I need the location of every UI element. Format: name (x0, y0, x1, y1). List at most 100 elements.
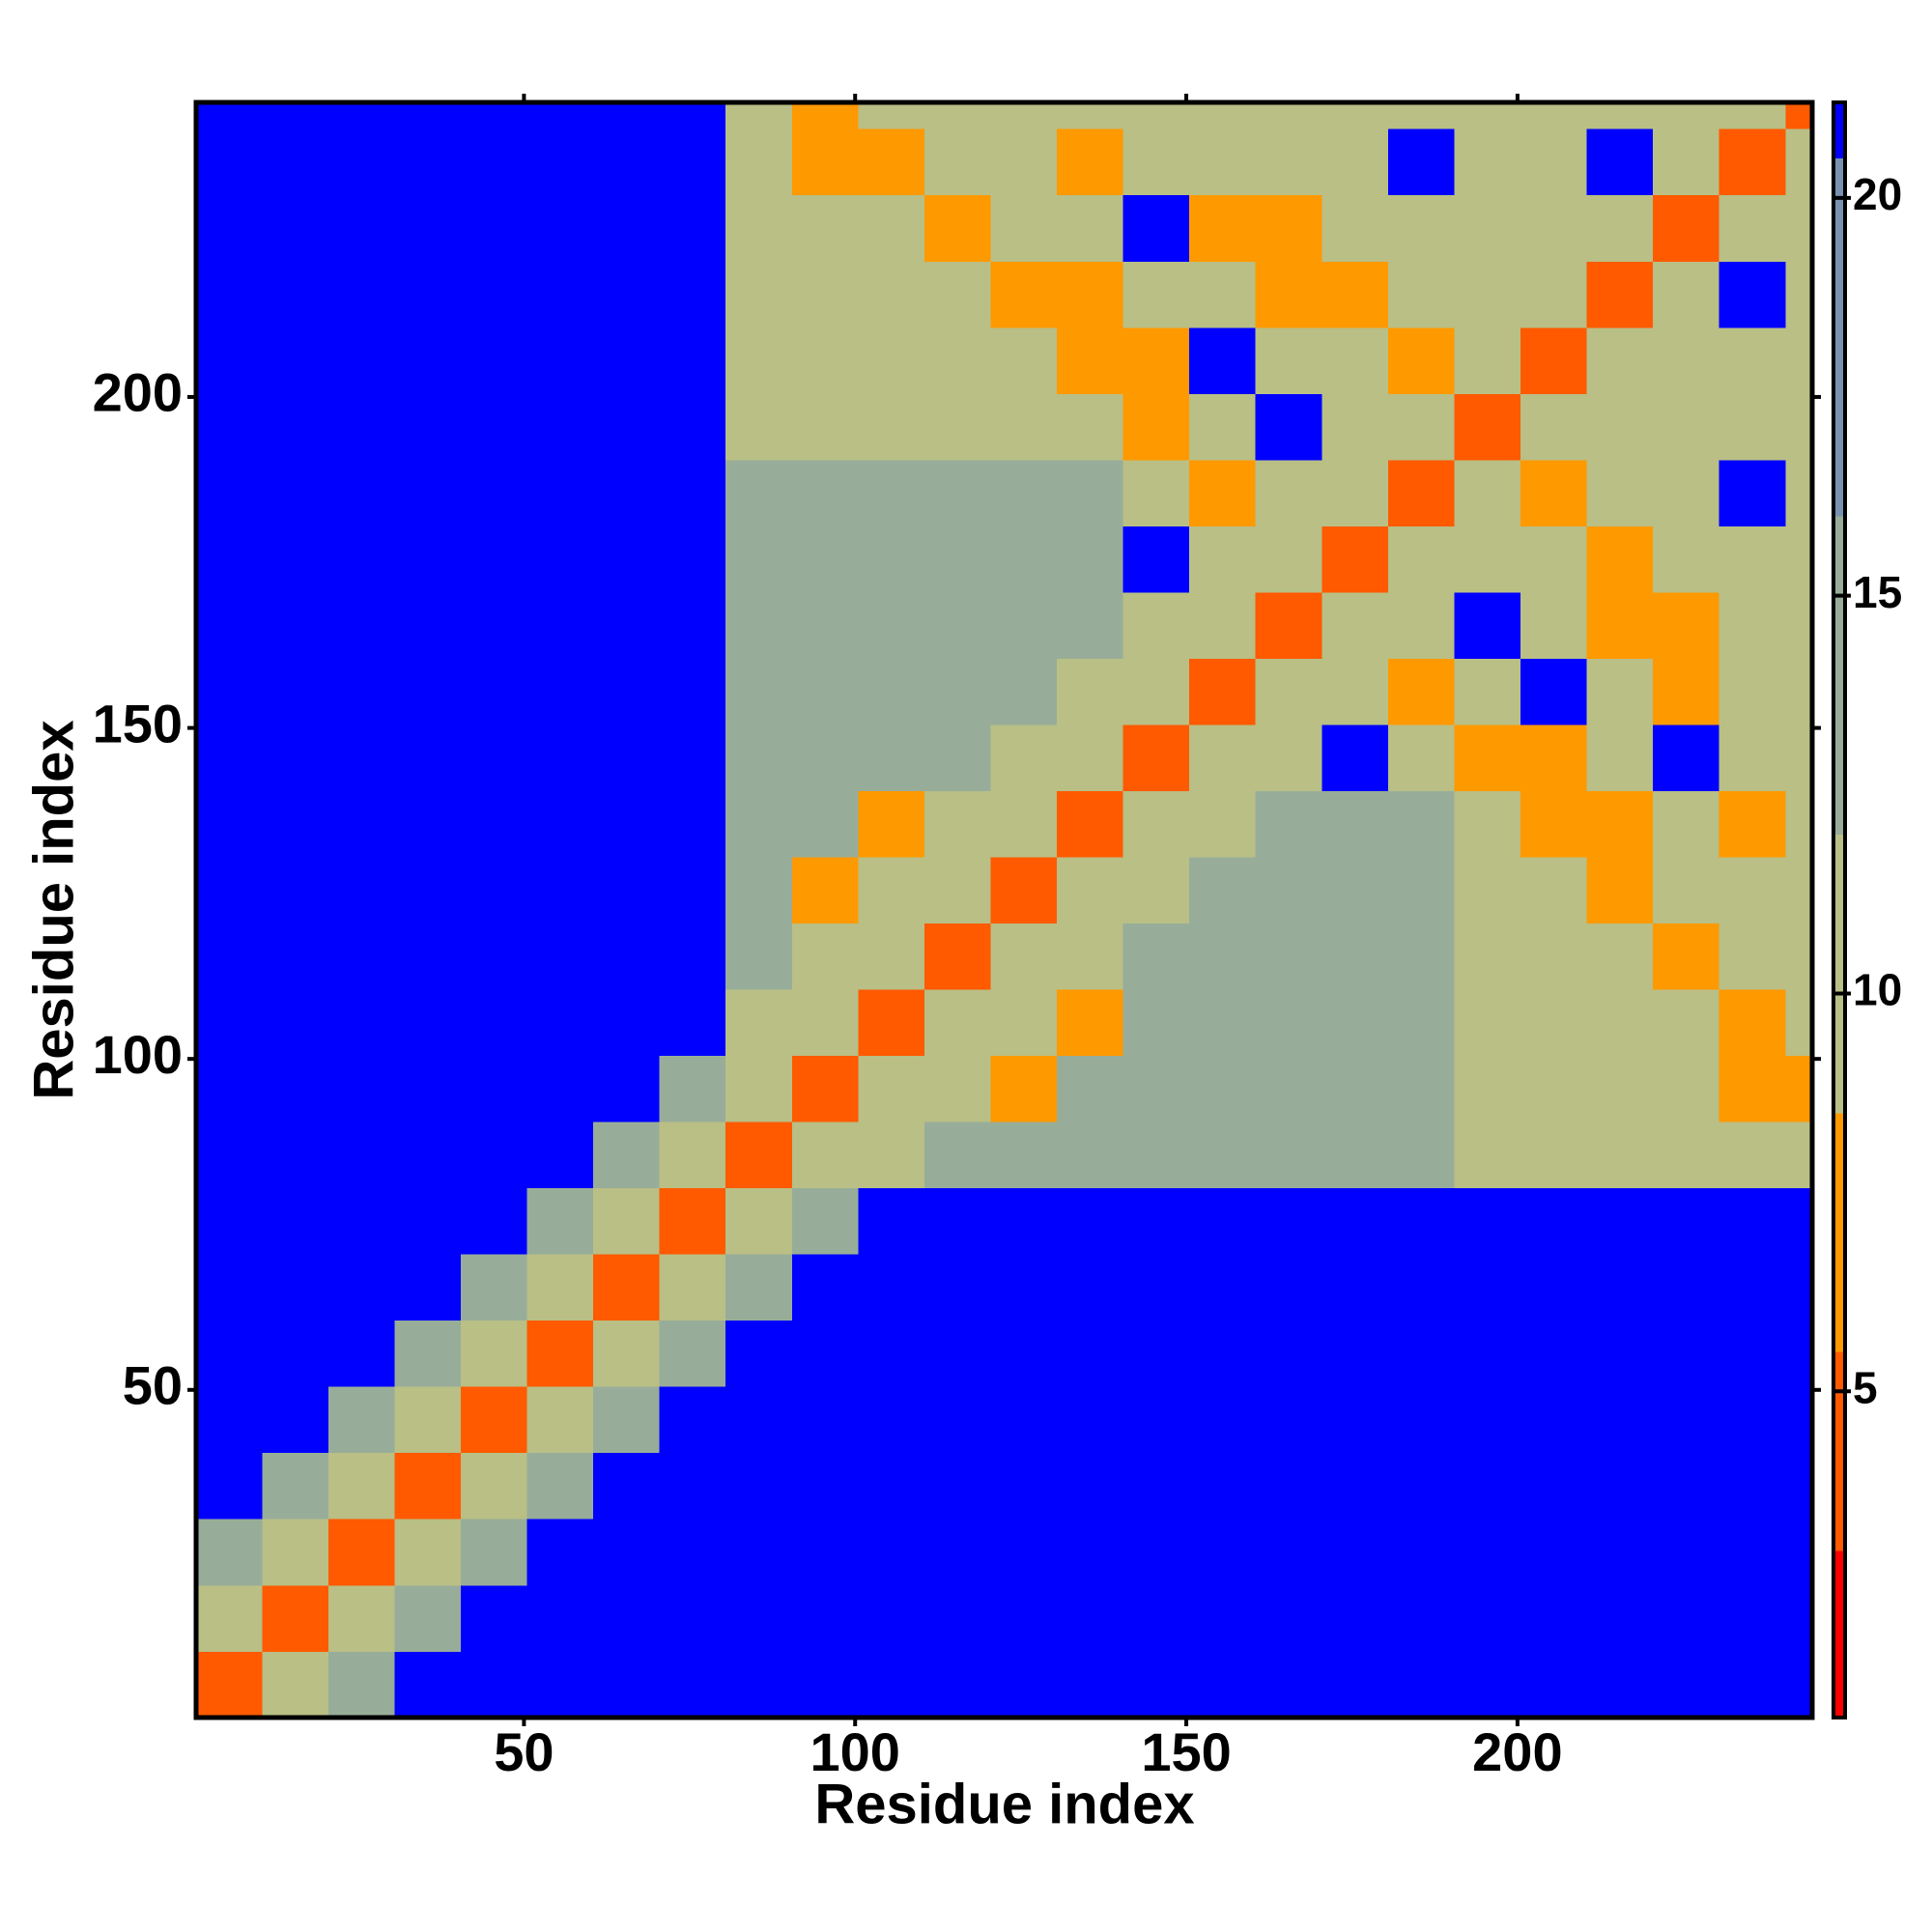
heatmap-cell (923, 724, 992, 791)
heatmap-cell (1057, 459, 1124, 526)
heatmap-cell (858, 1452, 925, 1520)
heatmap-cell (1189, 526, 1257, 593)
heatmap-cell (1387, 393, 1456, 461)
heatmap-cell (1785, 1320, 1813, 1387)
y-axis-title: Residue index (22, 720, 85, 1099)
heatmap-cell (990, 988, 1058, 1057)
heatmap-cell (1189, 327, 1257, 394)
heatmap-cell (1653, 923, 1720, 990)
heatmap-cell (195, 1584, 263, 1652)
heatmap-cell (1057, 1519, 1124, 1586)
heatmap-cell (1454, 101, 1521, 129)
heatmap-cell (1321, 1584, 1389, 1652)
heatmap-cell (858, 923, 925, 990)
heatmap-cell (1189, 393, 1257, 461)
heatmap-cell (990, 327, 1058, 394)
heatmap-cell (1520, 790, 1588, 858)
heatmap-cell (1387, 856, 1456, 924)
heatmap-cell (1454, 526, 1521, 593)
heatmap-cell (791, 1519, 859, 1586)
heatmap-cell (1057, 1651, 1124, 1719)
heatmap-cell (593, 101, 661, 129)
heatmap-cell (1122, 856, 1190, 924)
heatmap-cell (1122, 1121, 1190, 1189)
heatmap-cell (1122, 526, 1190, 593)
heatmap-cell (1122, 1452, 1190, 1520)
heatmap-cell (327, 261, 395, 328)
heatmap-cell (394, 1055, 462, 1122)
heatmap-cell (1653, 1651, 1720, 1719)
heatmap-cell (1520, 1055, 1588, 1122)
heatmap-cell (593, 923, 661, 990)
heatmap-cell (1255, 1121, 1322, 1189)
heatmap-cell (1520, 459, 1588, 526)
heatmap-cell (593, 1584, 661, 1652)
heatmap-cell (593, 790, 661, 858)
heatmap-cell (394, 1320, 462, 1387)
heatmap-cell (195, 1254, 263, 1321)
heatmap-cell (526, 1386, 594, 1454)
colorbar: 5 10 15 20 (1832, 100, 1902, 1719)
heatmap-cell (725, 658, 793, 725)
heatmap-cell (1520, 101, 1588, 129)
heatmap-cell (725, 1254, 793, 1321)
heatmap-cell (659, 261, 726, 328)
heatmap-cell (1586, 923, 1654, 990)
heatmap-cell (858, 1519, 925, 1586)
heatmap-cell (1387, 1254, 1456, 1321)
heatmap-cell (195, 459, 263, 526)
heatmap-cell (1321, 1121, 1389, 1189)
heatmap-cell (1719, 1187, 1786, 1255)
heatmap-cell (990, 790, 1058, 858)
heatmap-cell (923, 101, 992, 129)
heatmap-cell (394, 1121, 462, 1189)
heatmap-cell (195, 1055, 263, 1122)
heatmap-cell (1785, 724, 1813, 791)
heatmap-cell (791, 790, 859, 858)
heatmap-cell (1719, 1254, 1786, 1321)
heatmap-cell (1653, 790, 1720, 858)
heatmap-cell (990, 459, 1058, 526)
heatmap-cell (1387, 1651, 1456, 1719)
heatmap-cell (327, 1254, 395, 1321)
heatmap-cell (1586, 790, 1654, 858)
heatmap-cell (394, 393, 462, 461)
heatmap-cell (195, 327, 263, 394)
heatmap-cell (327, 724, 395, 791)
heatmap-cell (195, 1519, 263, 1586)
heatmap-cell (1520, 327, 1588, 394)
heatmap-cell (858, 393, 925, 461)
heatmap-cell (1785, 1584, 1813, 1652)
heatmap-cell (1189, 1584, 1257, 1652)
heatmap-cell (593, 194, 661, 262)
heatmap-cell (1653, 988, 1720, 1057)
heatmap-cell (1255, 1254, 1322, 1321)
heatmap-cell (1454, 790, 1521, 858)
heatmap-cell (1520, 1452, 1588, 1520)
heatmap-cell (923, 128, 992, 196)
heatmap-cell (1122, 393, 1190, 461)
heatmap-cell (1653, 856, 1720, 924)
heatmap-cell (923, 261, 992, 328)
heatmap-cell (262, 1651, 329, 1719)
heatmap-cell (1454, 1584, 1521, 1652)
heatmap-cell (1122, 261, 1190, 328)
heatmap-cell (526, 261, 594, 328)
heatmap-cell (593, 1320, 661, 1387)
heatmap-cell (1454, 1320, 1521, 1387)
heatmap-cell (262, 393, 329, 461)
heatmap-cell (1255, 591, 1322, 659)
heatmap-cell (262, 1584, 329, 1652)
heatmap-cell (1189, 988, 1257, 1057)
heatmap-cell (1057, 591, 1124, 659)
heatmap-cell (262, 1519, 329, 1586)
heatmap-cell (659, 790, 726, 858)
heatmap-cell (791, 1121, 859, 1189)
heatmap-cell (990, 658, 1058, 725)
heatmap-cell (1122, 1320, 1190, 1387)
heatmap-cell (923, 1121, 992, 1189)
heatmap-cell (1321, 658, 1389, 725)
heatmap-cell (1387, 658, 1456, 725)
heatmap-cell (1255, 724, 1322, 791)
heatmap-cell (195, 261, 263, 328)
